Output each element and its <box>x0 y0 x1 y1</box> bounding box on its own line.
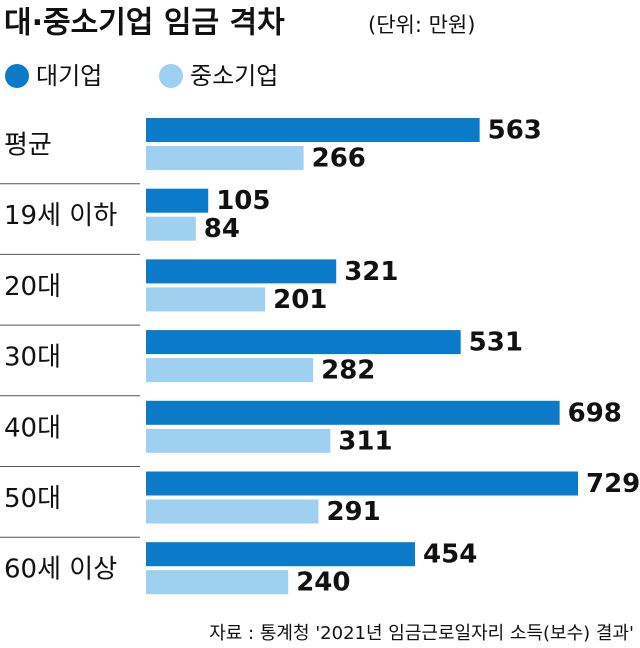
category-label: 50대 <box>4 484 61 514</box>
category-label: 20대 <box>4 272 61 302</box>
bar <box>146 188 209 213</box>
bar <box>146 118 480 142</box>
value-label: 531 <box>469 328 523 358</box>
bar <box>146 428 331 453</box>
value-label: 266 <box>312 144 366 174</box>
value-label: 729 <box>586 469 640 499</box>
category-label: 40대 <box>4 413 61 443</box>
category-label: 19세 이하 <box>4 201 117 231</box>
category-label: 60세 이상 <box>4 555 117 585</box>
bar <box>146 287 266 312</box>
bar <box>146 499 319 524</box>
value-label: 291 <box>326 497 380 527</box>
value-label: 105 <box>216 186 270 216</box>
bar <box>146 358 314 383</box>
bar <box>146 146 304 170</box>
value-label: 201 <box>273 285 327 315</box>
bar <box>146 400 560 425</box>
value-label: 454 <box>423 540 477 570</box>
legend-marker <box>5 64 29 88</box>
bar <box>146 542 416 567</box>
value-label: 698 <box>568 398 622 428</box>
bar <box>146 216 196 241</box>
chart-title: 대·중소기업 임금 격차 <box>4 6 285 41</box>
legend-marker <box>159 64 183 88</box>
bar <box>146 570 289 595</box>
value-label: 311 <box>338 426 392 456</box>
value-label: 282 <box>321 356 375 386</box>
value-label: 563 <box>488 116 542 146</box>
source-note: 자료 : 통계청 '2021년 임금근로일자리 소득(보수) 결과' <box>209 623 634 644</box>
value-label: 240 <box>296 568 350 598</box>
bar <box>146 330 461 355</box>
legend-label: 중소기업 <box>190 62 278 90</box>
value-label: 84 <box>204 214 240 244</box>
category-label: 평균 <box>4 131 52 161</box>
legend-label: 대기업 <box>36 62 102 90</box>
chart-subtitle: (단위: 만원) <box>368 13 475 37</box>
category-label: 30대 <box>4 343 61 373</box>
value-label: 321 <box>344 257 398 287</box>
bar <box>146 259 337 284</box>
bar <box>146 471 578 496</box>
